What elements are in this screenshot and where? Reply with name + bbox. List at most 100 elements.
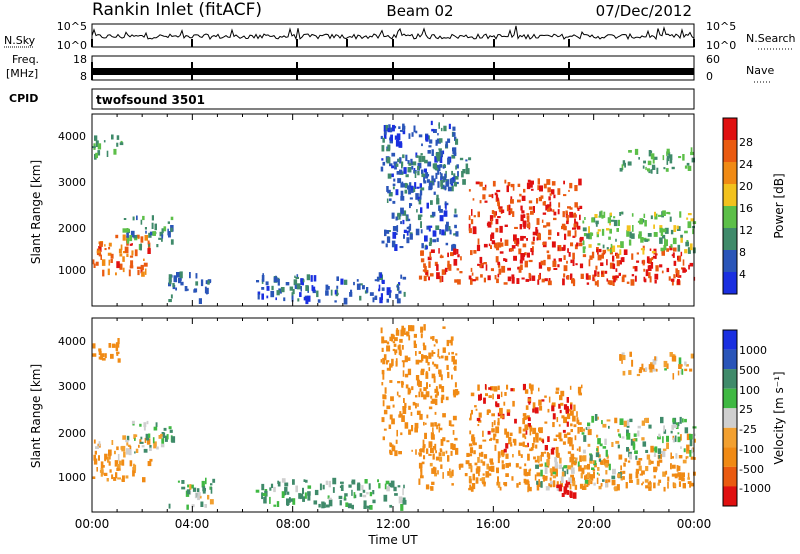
power-cell-1084 (631, 233, 635, 239)
velocity-cell-747 (680, 477, 684, 480)
velocity-cell-1151 (611, 442, 614, 447)
velocity-cell-622 (468, 463, 472, 466)
velocity-cell-936 (570, 423, 573, 427)
velocity-cell-753 (550, 470, 553, 477)
power-cell-246 (295, 276, 299, 279)
power-cell-223 (356, 283, 361, 290)
power-cell-84 (123, 218, 127, 220)
power-cell-113 (92, 146, 96, 149)
power-cell-1019 (566, 220, 569, 225)
power-cell-264 (382, 161, 386, 166)
power-cell-925 (574, 202, 578, 208)
velocity-cell-1054 (554, 461, 558, 469)
power-cell-708 (618, 272, 621, 276)
velocity-cell-684 (451, 469, 454, 477)
power-cell-8 (143, 258, 145, 261)
velocity-cell-828 (477, 384, 480, 391)
power-cell-331 (409, 223, 412, 231)
power-cell-423 (392, 124, 395, 132)
velocity-cell-1140 (632, 438, 636, 442)
velocity-colorbar-swatch-3 (723, 388, 737, 409)
power-cell-1188 (650, 169, 653, 174)
velocity-cell-893 (529, 427, 533, 432)
velocity-cell-789 (482, 439, 487, 442)
power-cell-414 (443, 210, 448, 217)
power-cell-955 (497, 200, 500, 207)
velocity-cell-465 (454, 365, 457, 371)
velocity-cell-534 (434, 473, 437, 477)
velocity-cell-928 (500, 449, 505, 456)
velocity-cell-880 (527, 423, 531, 427)
power-cell-110 (97, 150, 101, 156)
velocity-cell-360 (432, 352, 436, 354)
velocity-cell-35 (109, 469, 112, 473)
velocity-cell-1119 (689, 433, 693, 440)
velocity-cell-816 (577, 422, 582, 425)
velocity-cell-894 (527, 442, 529, 448)
power-cell-348 (417, 214, 422, 221)
velocity-cell-393 (408, 405, 411, 410)
power-cell-906 (551, 181, 556, 186)
velocity-cell-604 (636, 460, 641, 466)
velocity-cell-945 (497, 394, 500, 399)
power-colorbar-frame (722, 117, 738, 295)
velocity-cell-769 (538, 479, 540, 483)
power-cell-1104 (594, 214, 598, 218)
power-cell-101 (136, 215, 138, 221)
power-cell-180 (402, 276, 407, 280)
velocity-cell-553 (477, 457, 480, 463)
velocity-cell-23 (138, 444, 140, 448)
velocity-cell-402 (399, 338, 403, 343)
velocity-cell-1175 (629, 453, 632, 460)
velocity-cell-1039 (552, 471, 557, 475)
power-cell-845 (520, 253, 524, 260)
power-cell-885 (468, 189, 471, 192)
velocity-cell-458 (396, 391, 399, 396)
power-cell-315 (391, 240, 396, 248)
power-cell-789 (436, 272, 440, 280)
power-cell-838 (688, 264, 690, 270)
velocity-cell-586 (489, 458, 494, 463)
power-cell-726 (470, 267, 473, 272)
velocity-cell-223 (343, 496, 346, 499)
velocity-cell-1087 (589, 453, 592, 456)
velocity-cell-404 (415, 351, 417, 356)
power-cell-856 (542, 212, 547, 215)
velocity-cell-1061 (565, 488, 568, 492)
velocity-cell-1149 (642, 441, 647, 447)
velocity-cell-290 (454, 382, 457, 388)
power-cell-1003 (550, 208, 552, 212)
power-cell-901 (494, 242, 498, 249)
velocity-cell-219 (327, 495, 330, 499)
velocity-cell-299 (441, 386, 445, 393)
velocity-cell-1206 (677, 370, 680, 376)
velocity-cell-992 (589, 474, 594, 481)
power-cell-748 (470, 250, 473, 256)
velocity-cell-261 (402, 499, 407, 505)
power-cell-456 (409, 185, 414, 191)
power-cell-582 (461, 171, 464, 178)
power-cell-300 (397, 178, 402, 184)
velocity-cell-400 (450, 424, 455, 427)
velocity-cell-379 (395, 360, 398, 367)
power-cell-888 (514, 226, 518, 229)
velocity-cell-107 (92, 353, 97, 357)
power-cell-152 (198, 298, 202, 304)
velocity-cell-667 (639, 473, 643, 476)
velocity-cell-127 (198, 495, 202, 499)
power-cell-1166 (595, 223, 598, 227)
power-cell-879 (473, 215, 476, 218)
velocity-cell-125 (209, 499, 214, 505)
velocity-cell-883 (573, 404, 576, 412)
power-cell-983 (495, 227, 499, 233)
velocity-cell-1198 (690, 353, 695, 359)
velocity-cell-845 (518, 426, 522, 434)
power-cell-287 (433, 191, 436, 195)
velocity-cell-1162 (660, 419, 663, 422)
velocity-cell-973 (569, 410, 574, 416)
velocity-cell-699 (672, 464, 676, 469)
power-cell-1135 (590, 232, 594, 236)
velocity-cell-1057 (561, 493, 565, 497)
power-cell-884 (510, 183, 515, 188)
power-cell-25 (136, 266, 141, 270)
